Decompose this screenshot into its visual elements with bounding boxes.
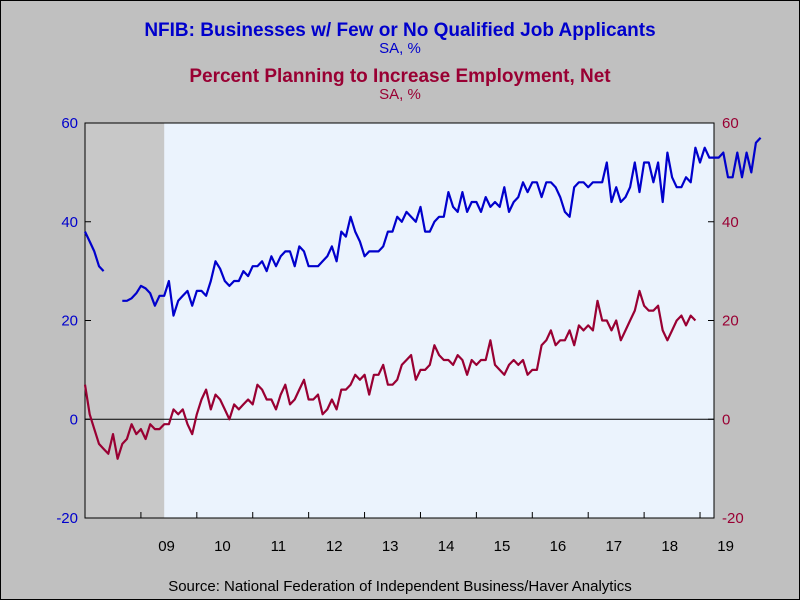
y-right-tick-label: 40 — [722, 214, 739, 231]
series1-line — [84, 137, 762, 317]
y-right-tick-label: 0 — [722, 411, 730, 428]
x-tick-label: 12 — [326, 538, 343, 555]
y-left-tick-label: 60 — [61, 115, 78, 132]
series1-title: NFIB: Businesses w/ Few or No Qualified … — [144, 20, 656, 41]
y-left-tick-label: 0 — [70, 411, 78, 428]
x-tick-label: 10 — [214, 538, 231, 555]
y-left-tick-label: -20 — [56, 510, 78, 527]
x-tick-label: 13 — [382, 538, 399, 555]
x-tick-label: 18 — [661, 538, 678, 555]
x-tick-label: 16 — [550, 538, 567, 555]
y-left-tick-label: 20 — [61, 313, 78, 330]
series2-units: SA, % — [379, 86, 421, 103]
plot-area — [85, 123, 714, 518]
x-tick-label: 09 — [158, 538, 175, 555]
x-tick-label: 19 — [717, 538, 734, 555]
y-right-tick-label: -20 — [722, 510, 744, 527]
series2-title: Percent Planning to Increase Employment,… — [189, 66, 611, 87]
source-note: Source: National Federation of Independe… — [168, 578, 632, 595]
y-left-tick-label: 40 — [61, 214, 78, 231]
x-tick-label: 11 — [271, 538, 287, 555]
y-right-tick-label: 60 — [722, 115, 739, 132]
y-right-tick-label: 20 — [722, 313, 739, 330]
x-tick-label: 15 — [494, 538, 511, 555]
x-tick-label: 14 — [438, 538, 455, 555]
series2-line — [83, 289, 697, 460]
x-tick-label: 17 — [605, 538, 622, 555]
series1-units: SA, % — [379, 40, 421, 57]
recession-band — [85, 123, 165, 518]
